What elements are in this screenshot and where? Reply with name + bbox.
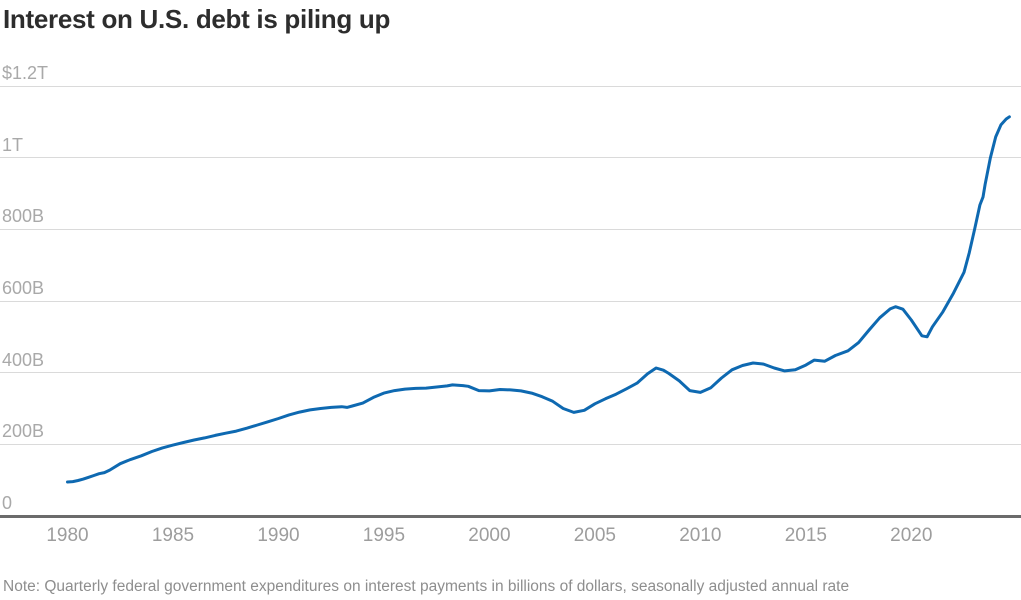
gridline [0, 300, 1021, 302]
x-tick-label: 2010 [679, 525, 722, 546]
x-tick-label: 2020 [890, 525, 933, 546]
x-tick-label: 1980 [46, 525, 89, 546]
x-tick-label: 2015 [784, 525, 827, 546]
y-tick-label: 1T [2, 134, 24, 155]
chart-note: Note: Quarterly federal government expen… [3, 578, 850, 595]
x-tick-label: 1995 [362, 525, 406, 546]
y-tick-label: $1.2T [2, 63, 49, 83]
data-series-line [66, 115, 1011, 484]
x-tick-label: 1985 [151, 525, 195, 546]
chart-title: Interest on U.S. debt is piling up [3, 4, 391, 34]
gridline [0, 372, 1021, 374]
gridline [0, 443, 1021, 445]
gridline [0, 157, 1021, 159]
y-tick-label: 0 [2, 493, 13, 513]
y-tick-label: 600B [2, 278, 45, 298]
x-tick-label: 2000 [468, 525, 511, 546]
x-tick-label: 1990 [257, 525, 300, 546]
y-tick-label: 800B [2, 206, 45, 227]
y-tick-label: 200B [2, 421, 45, 442]
gridline [0, 228, 1021, 230]
y-tick-label: 400B [2, 349, 45, 370]
x-tick-label: 2005 [573, 525, 617, 546]
x-axis-line [0, 515, 1021, 518]
gridline [0, 85, 1021, 87]
